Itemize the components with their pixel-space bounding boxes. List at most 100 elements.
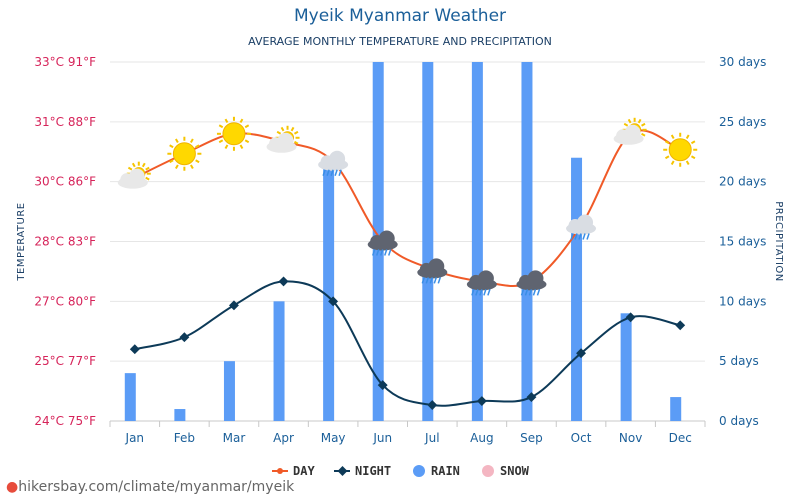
sun-ray [670, 134, 675, 139]
y-tick-label-right: 0 days [719, 414, 759, 428]
night-point [377, 380, 388, 391]
y-tick-label-left: 27°C 80°F [34, 294, 96, 308]
y-tick-label-left: 24°C 75°F [34, 414, 96, 428]
partly-sunny-icon [613, 117, 647, 145]
sun-ray [145, 166, 150, 171]
rain-drop [429, 277, 434, 284]
y-tick-label-right: 30 days [719, 55, 766, 69]
rain-drop [383, 249, 388, 256]
sun-ray [175, 138, 179, 143]
rain-bar [174, 409, 186, 421]
night-point [526, 392, 537, 403]
y-axis-title-right: PRECIPITATION [773, 201, 784, 282]
sun-ray [175, 164, 179, 169]
night-line [134, 280, 681, 407]
sun-ray [239, 118, 244, 124]
rain-drop [387, 249, 392, 256]
rain-drop [338, 169, 342, 176]
rain-drop [578, 233, 582, 240]
x-tick-label: Apr [273, 431, 294, 445]
sun-ray [623, 122, 629, 127]
sun-ray [664, 140, 670, 145]
x-tick-label: Mar [223, 431, 246, 445]
cloud-shape [329, 150, 346, 167]
y-tick-label-right: 5 days [719, 354, 759, 368]
rain-bar [471, 62, 483, 421]
rain-drop [471, 289, 475, 296]
rain-drop [326, 169, 330, 176]
chart-subtitle: AVERAGE MONTHLY TEMPERATURE AND PRECIPIT… [248, 35, 552, 48]
rain-drop [433, 277, 438, 284]
rain-drop [479, 289, 483, 296]
legend-snow-label: SNOW [500, 464, 530, 478]
sun-ray [169, 159, 174, 164]
partly-sunny-icon [266, 125, 300, 153]
sun-ray [664, 155, 670, 160]
legend: DAY NIGHT RAIN SNOW [272, 464, 530, 478]
sun-ray [141, 162, 146, 168]
legend-night-marker [337, 466, 348, 476]
sun-ray [690, 155, 696, 160]
night-point [229, 300, 239, 311]
sun-ray [685, 134, 690, 139]
day-line [134, 129, 681, 288]
chart-title: Myeik Myanmar Weather [293, 6, 507, 26]
cloud-shape [624, 124, 641, 141]
sun-ray [190, 164, 194, 169]
rain-drop [371, 249, 376, 256]
sun-icon [216, 116, 251, 151]
sun-ray [244, 124, 250, 129]
legend-rain-label: RAIN [431, 464, 460, 478]
sun-ray [169, 144, 174, 149]
night-point [179, 332, 190, 343]
sun-ray [690, 140, 696, 145]
sun-disc [172, 142, 196, 166]
rain-drop [532, 289, 537, 296]
location-pin-icon: ● [6, 479, 19, 495]
rain-bar [422, 62, 434, 421]
cloud-shape [577, 214, 594, 231]
rain-bar [521, 62, 533, 421]
x-tick-label: Jun [372, 431, 392, 445]
cloud-rain-icon [566, 214, 597, 240]
legend-snow-swatch [482, 465, 494, 477]
sun-disc [668, 138, 692, 162]
cloud-shape [477, 270, 494, 287]
footer-link[interactable]: ●hikersbay.com/climate/myanmar/myeik [6, 479, 294, 495]
sun-ray [637, 118, 642, 124]
cloud-shape [378, 230, 395, 247]
rain-drop [475, 289, 479, 296]
footer-url: hikersbay.com/climate/myanmar/myeik [18, 479, 295, 495]
night-point [278, 276, 289, 287]
sun-ray [127, 166, 133, 171]
y-tick-label-right: 25 days [719, 115, 766, 129]
cloud-shape [428, 258, 445, 275]
rain-bar [323, 157, 335, 421]
rain-bar [223, 361, 235, 421]
x-tick-label: Sep [520, 431, 543, 445]
y-tick-label-left: 25°C 77°F [34, 354, 96, 368]
rain-bar [620, 313, 632, 421]
legend-rain-swatch [413, 465, 425, 477]
rain-drop [528, 289, 533, 296]
rain-drop [536, 289, 541, 296]
sun-disc [222, 122, 246, 146]
rain-drop [421, 277, 426, 284]
sun-ray [276, 130, 282, 135]
sun-ray [641, 132, 646, 137]
cloud-shape [527, 270, 544, 287]
sun-ray [670, 160, 675, 165]
rain-drop [425, 277, 430, 284]
x-tick-label: Dec [669, 431, 692, 445]
sun-ray [224, 118, 229, 124]
sun-ray [190, 138, 194, 143]
night-point [476, 396, 487, 407]
sun-ray [290, 126, 295, 132]
y-tick-label-left: 28°C 83°F [34, 235, 96, 249]
rain-drop [570, 233, 574, 240]
rain-drop [330, 169, 334, 176]
storm-icon [367, 230, 398, 256]
y-tick-label-left: 31°C 88°F [34, 115, 96, 129]
cloud-shape [277, 132, 294, 149]
rain-drop [582, 233, 586, 240]
